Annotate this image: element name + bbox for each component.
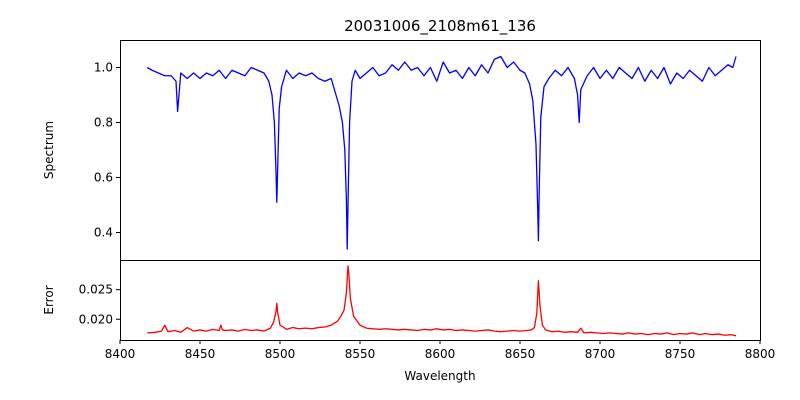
spectrum-y-tick-label: 0.6	[94, 171, 113, 185]
error-series-line-0	[147, 265, 737, 337]
error-y-ticks: 0.020 0.025	[79, 283, 120, 326]
error-y-tick-label: 0.025	[79, 283, 113, 297]
x-tick-label: 8450	[185, 347, 216, 361]
x-axis-label: Wavelength	[404, 369, 475, 383]
x-tick-label: 8800	[745, 347, 776, 361]
error-plot-area	[147, 265, 737, 337]
spectrum-plot-area	[146, 55, 737, 250]
spectrum-y-ticks: 0.4 0.6 0.8 1.0	[94, 61, 120, 240]
spectrum-y-tick-label: 0.4	[94, 226, 113, 240]
error-y-axis-label: Error	[42, 285, 56, 314]
x-tick-label: 8600	[425, 347, 456, 361]
spectrum-series-line-0	[146, 55, 737, 250]
x-tick-label: 8400	[105, 347, 136, 361]
x-tick-label: 8700	[585, 347, 616, 361]
spectrum-y-axis-label: Spectrum	[42, 121, 56, 179]
x-tick-label: 8550	[345, 347, 376, 361]
spectrum-y-tick-label: 0.8	[94, 116, 113, 130]
error-y-tick-label: 0.020	[79, 312, 113, 326]
x-tick-label: 8750	[665, 347, 696, 361]
error-x-ticks: 8400 8450 8500 8550 8600 8650 8700 8750 8800	[105, 340, 776, 361]
spectrum-y-tick-label: 1.0	[94, 61, 113, 75]
x-tick-label: 8500	[265, 347, 296, 361]
x-tick-label: 8650	[505, 347, 536, 361]
chart-title: 20031006_2108m61_136	[344, 17, 536, 36]
